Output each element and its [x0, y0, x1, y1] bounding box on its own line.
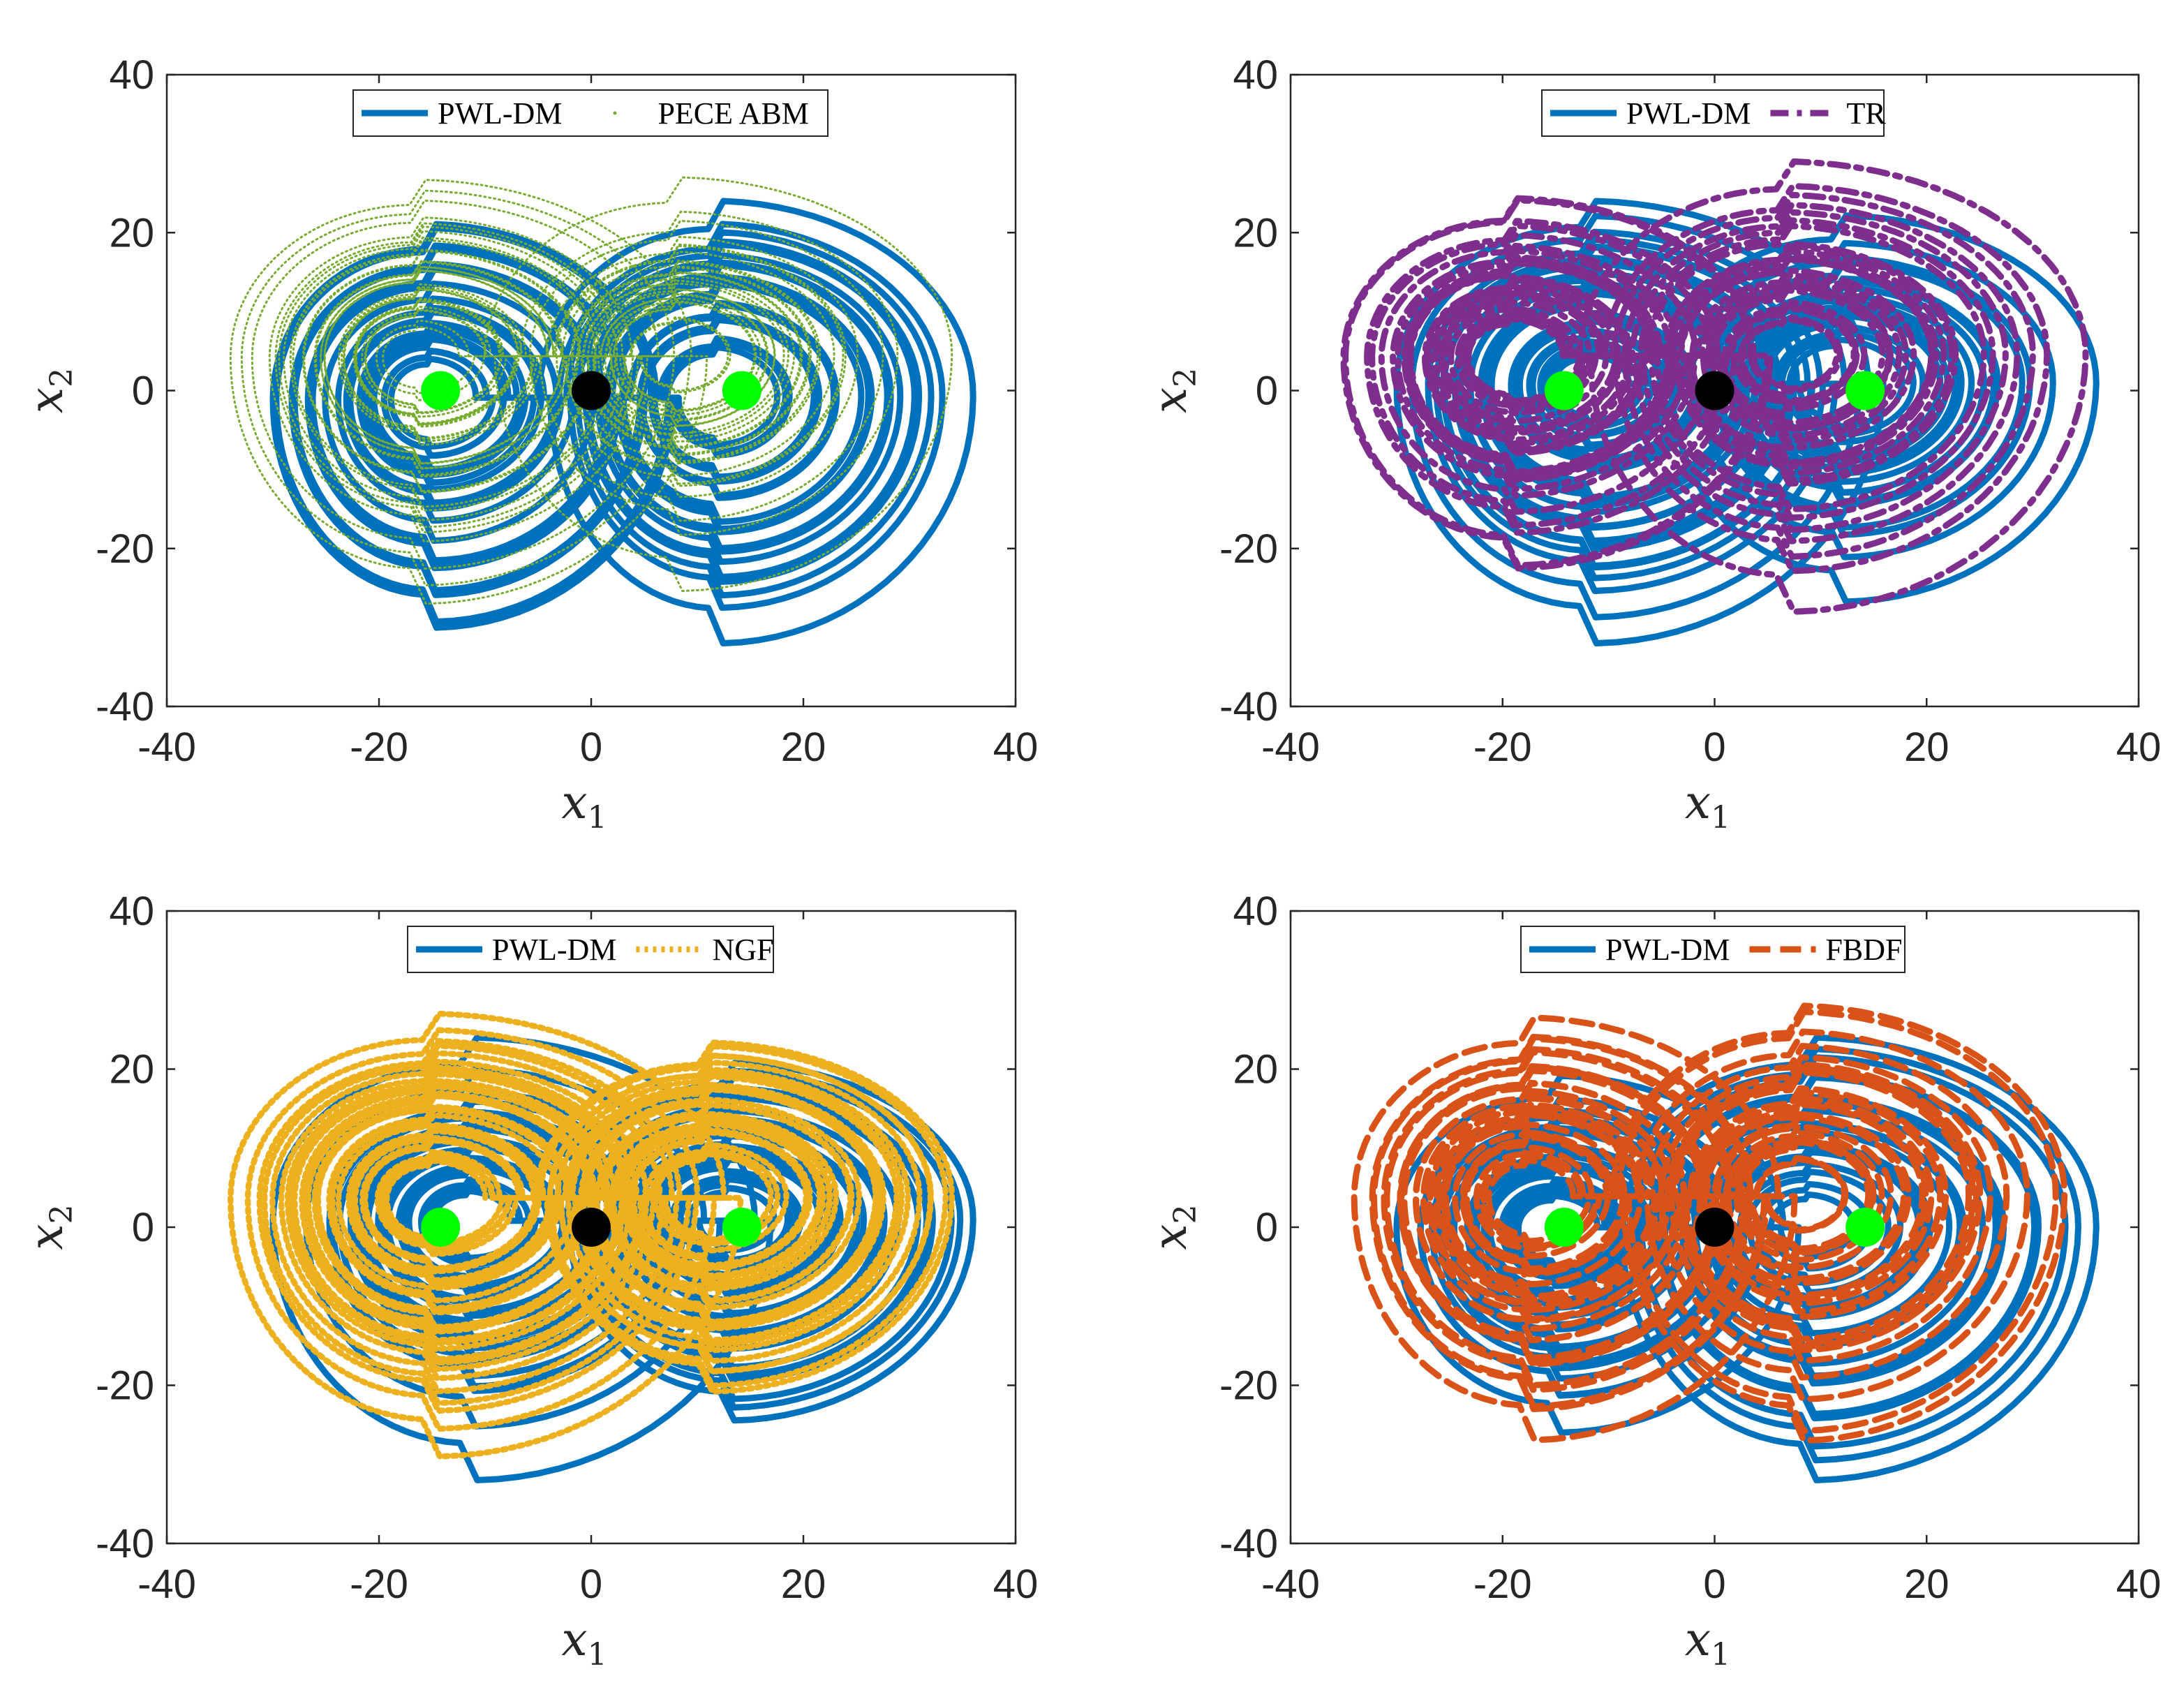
legend-marker-pece-abm [613, 111, 617, 115]
y-axis-label: x2 [20, 1204, 80, 1250]
equilibrium-origin-point [572, 371, 611, 410]
x-axis-label-subscript: 1 [588, 1637, 607, 1673]
legend-label-ngf: NGF [712, 933, 773, 967]
panel-bottom-right: -40-40 -20 -20 0 0 20 20 40 40 x1 x2 PWL-DM FBDF [1143, 889, 2161, 1673]
series-line-tr [1340, 158, 2089, 615]
y-axis-label: x2 [1143, 368, 1203, 413]
x-tick-label: -20 [350, 1562, 408, 1607]
legend: PWL-DM FBDF [1520, 926, 1906, 973]
x-tick-label: 0 [1703, 1562, 1725, 1607]
equilibrium-point [421, 1208, 461, 1247]
equilibrium-point [1845, 1208, 1885, 1247]
x-tick-label: 20 [781, 1562, 826, 1607]
series-line-ngf [227, 1010, 956, 1460]
equilibrium-point [1544, 371, 1584, 410]
panel-top-right: -40-40 -20 -20 0 0 20 20 40 40 x1 x2 PWL-DM TR [1143, 52, 2161, 836]
equilibrium-origin-point [572, 1208, 611, 1247]
y-tick-label: 20 [1233, 1047, 1278, 1092]
legend-label-pwl-dm: PWL-DM [438, 96, 562, 131]
y-tick-label: -20 [1219, 1363, 1278, 1409]
y-tick-label: -20 [96, 526, 154, 572]
y-tick-label: 20 [109, 210, 154, 255]
x-tick-label: 20 [781, 725, 826, 770]
legend: PWL-DM PECE ABM [352, 89, 829, 137]
x-axis-label: x1 [561, 1613, 607, 1673]
y-axis-label-subscript: 2 [1168, 1204, 1203, 1224]
equilibrium-point [421, 371, 461, 410]
x-axis-label-subscript: 1 [1711, 800, 1730, 836]
y-axis-label-subscript: 2 [1168, 368, 1203, 387]
legend-label-fbdf: FBDF [1825, 933, 1902, 967]
y-tick-label: 20 [1233, 210, 1278, 255]
equilibrium-point [1544, 1208, 1584, 1247]
legend-label-pwl-dm: PWL-DM [1626, 96, 1751, 131]
series-group [1351, 1002, 2100, 1483]
y-tick-label: -40 [96, 1521, 154, 1566]
equilibrium-point [722, 1208, 762, 1247]
y-axis-label-subscript: 2 [44, 368, 80, 387]
equilibrium-origin-point [1695, 1208, 1734, 1247]
x-tick-label: 40 [993, 1562, 1039, 1607]
equilibrium-point [1845, 371, 1885, 410]
y-tick-label: -20 [1219, 526, 1278, 572]
equilibrium-origin-point [1695, 371, 1734, 410]
y-tick-label: -40 [1219, 1521, 1278, 1566]
x-tick-label: -20 [1473, 1562, 1532, 1607]
y-tick-label: 0 [132, 369, 154, 414]
x-axis-label-subscript: 1 [588, 800, 607, 836]
y-tick-label: 0 [1256, 1205, 1278, 1250]
y-axis-label: x2 [20, 368, 80, 413]
x-axis-label: x1 [561, 776, 607, 836]
y-tick-label: -40 [1219, 684, 1278, 729]
legend-label-pwl-dm: PWL-DM [492, 933, 616, 967]
y-tick-label: 0 [132, 1205, 154, 1250]
panel-bottom-left: -40-40 -20 -20 0 0 20 20 40 40 x1 x2 PWL-DM NGF [20, 889, 1038, 1673]
legend: PWL-DM TR [1541, 89, 1886, 137]
y-axis-label-subscript: 2 [44, 1204, 80, 1224]
x-tick-label: 40 [993, 725, 1039, 770]
panel-top-left: -40-40 -20 -20 0 0 20 20 40 40 x1 x2 PWL-DM PECE ABM [20, 52, 1038, 836]
y-tick-label: 40 [109, 52, 154, 98]
x-axis-label: x1 [1685, 1613, 1730, 1673]
x-tick-label: 0 [580, 725, 602, 770]
legend-label-pwl-dm: PWL-DM [1605, 933, 1730, 967]
y-tick-label: 20 [109, 1047, 154, 1092]
y-tick-label: 40 [1233, 889, 1278, 934]
x-tick-label: 40 [2116, 1562, 2162, 1607]
x-tick-label: -20 [1473, 725, 1532, 770]
x-axis-label: x1 [1685, 776, 1730, 836]
y-axis-label: x2 [1143, 1204, 1203, 1250]
x-tick-label: -40 [1261, 1562, 1320, 1607]
series-line-pece-abm [229, 176, 953, 605]
x-axis-label-subscript: 1 [1711, 1637, 1730, 1673]
y-tick-label: 0 [1256, 369, 1278, 414]
x-tick-label: 20 [1904, 1562, 1949, 1607]
series-group [227, 1010, 976, 1483]
x-tick-label: 40 [2116, 725, 2162, 770]
y-tick-label: 40 [1233, 52, 1278, 98]
x-tick-label: 0 [1703, 725, 1725, 770]
x-tick-label: -40 [138, 725, 196, 770]
x-tick-label: 20 [1904, 725, 1949, 770]
y-tick-label: 40 [109, 889, 154, 934]
legend: PWL-DM NGF [407, 926, 774, 973]
legend-label-pece-abm: PECE ABM [658, 96, 808, 131]
legend-label-tr: TR [1846, 96, 1886, 131]
equilibrium-point [722, 371, 762, 410]
x-tick-label: -20 [350, 725, 408, 770]
x-tick-label: 0 [580, 1562, 602, 1607]
series-line-fbdf [1351, 1002, 2068, 1444]
legend-box [352, 89, 829, 137]
x-tick-label: -40 [1261, 725, 1320, 770]
y-tick-label: -20 [96, 1363, 154, 1409]
x-tick-label: -40 [138, 1562, 196, 1607]
series-group [1340, 158, 2100, 646]
y-tick-label: -40 [96, 684, 154, 729]
